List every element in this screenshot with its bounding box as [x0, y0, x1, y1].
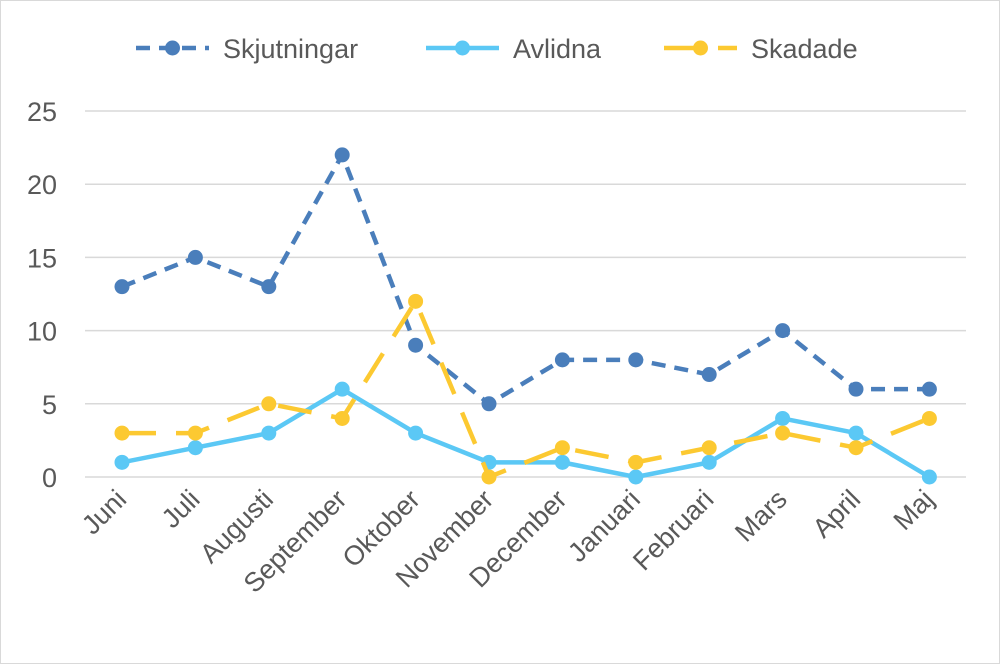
- data-point: [114, 454, 130, 470]
- data-point: [921, 410, 937, 426]
- data-point: [261, 396, 277, 412]
- data-point: [775, 410, 791, 426]
- data-point: [481, 396, 497, 412]
- data-point: [848, 381, 864, 397]
- data-point: [334, 410, 350, 426]
- data-point: [848, 440, 864, 456]
- data-point: [408, 337, 424, 353]
- data-point: [187, 425, 203, 441]
- data-point: [775, 323, 791, 339]
- data-point: [554, 454, 570, 470]
- data-point: [554, 352, 570, 368]
- legend: Skjutningar Avlidna Skadade: [136, 34, 858, 64]
- data-point: [114, 425, 130, 441]
- legend-item: Avlidna: [426, 34, 602, 64]
- x-axis-ticks: Juni JuliAugustiSeptemberOktoberNovemberD…: [76, 484, 940, 599]
- data-point: [408, 293, 424, 309]
- data-point: [628, 469, 644, 485]
- y-axis-ticks: 0 5 10 15 20 25: [27, 97, 57, 493]
- legend-label: Skjutningar: [223, 34, 358, 64]
- legend-swatch-marker: [693, 40, 708, 56]
- legend-item: Skjutningar: [136, 34, 358, 64]
- data-point: [554, 440, 570, 456]
- data-point: [701, 440, 717, 456]
- data-point: [334, 147, 350, 163]
- data-point: [261, 279, 277, 295]
- x-tick-label: Maj: [888, 484, 940, 536]
- data-point: [628, 454, 644, 470]
- y-tick-label: 15: [27, 243, 57, 273]
- data-point: [921, 469, 937, 485]
- y-tick-label: 0: [42, 463, 57, 493]
- data-point: [775, 425, 791, 441]
- x-tick-label: Juni: [76, 484, 132, 540]
- series-group: [114, 147, 937, 485]
- data-point: [701, 367, 717, 383]
- data-point: [628, 352, 644, 368]
- legend-label: Skadade: [751, 34, 858, 64]
- gridlines: [85, 110, 966, 478]
- data-point: [187, 440, 203, 456]
- legend-swatch-marker: [165, 40, 180, 56]
- legend-label: Avlidna: [513, 34, 602, 64]
- legend-item: Skadade: [664, 34, 858, 64]
- x-tick-label: April: [807, 484, 866, 543]
- data-point: [114, 279, 130, 295]
- y-tick-label: 10: [27, 317, 57, 347]
- legend-swatch-marker: [455, 40, 470, 56]
- series-skadade: [114, 293, 937, 485]
- series-skjutningar: [114, 147, 937, 412]
- x-tick-label: Juli: [156, 484, 206, 534]
- x-tick-label: Mars: [729, 484, 793, 548]
- series-avlidna: [114, 381, 937, 485]
- x-tick-label: Februari: [627, 484, 719, 576]
- series-line: [122, 299, 931, 480]
- data-point: [848, 425, 864, 441]
- series-line: [121, 152, 930, 407]
- data-point: [187, 249, 203, 265]
- data-point: [481, 469, 497, 485]
- data-point: [261, 425, 277, 441]
- y-tick-label: 5: [42, 390, 57, 420]
- data-point: [408, 425, 424, 441]
- y-tick-label: 25: [27, 97, 57, 127]
- y-tick-label: 20: [27, 170, 57, 200]
- data-point: [701, 454, 717, 470]
- data-point: [921, 381, 937, 397]
- data-point: [334, 381, 350, 397]
